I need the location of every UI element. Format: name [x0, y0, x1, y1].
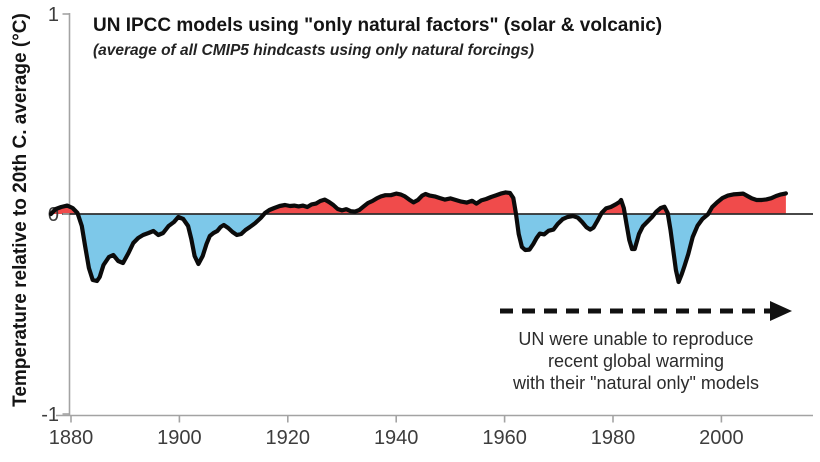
x-tick-label: 1920	[266, 427, 311, 449]
chart-subtitle: (average of all CMIP5 hindcasts using on…	[93, 42, 534, 59]
y-axis-label: Temperature relative to 20th C. average …	[10, 13, 31, 407]
annotation-line-2: recent global warming	[547, 351, 725, 371]
y-tick-label: -1	[41, 404, 59, 426]
dashed-arrow-head-icon	[770, 301, 792, 321]
x-tick-label: 1900	[157, 427, 202, 449]
positive-anomaly-area	[50, 192, 786, 214]
chart-title: UN IPCC models using "only natural facto…	[93, 15, 663, 36]
x-tick-label: 1980	[591, 427, 636, 449]
annotation-text-block: UN were unable to reproduce recent globa…	[513, 328, 759, 394]
annotation-line-3: with their "natural only" models	[513, 373, 759, 393]
model-anomaly-curve	[48, 190, 788, 285]
y-tick-label: 1	[48, 4, 59, 26]
x-tick-label: 1880	[49, 427, 94, 449]
x-tick-label: 2000	[699, 427, 744, 449]
annotation-line-1: UN were unable to reproduce	[518, 329, 754, 349]
x-tick-label: 1940	[374, 427, 419, 449]
y-tick-label: 0	[48, 204, 59, 226]
x-tick-label: 1960	[482, 427, 527, 449]
